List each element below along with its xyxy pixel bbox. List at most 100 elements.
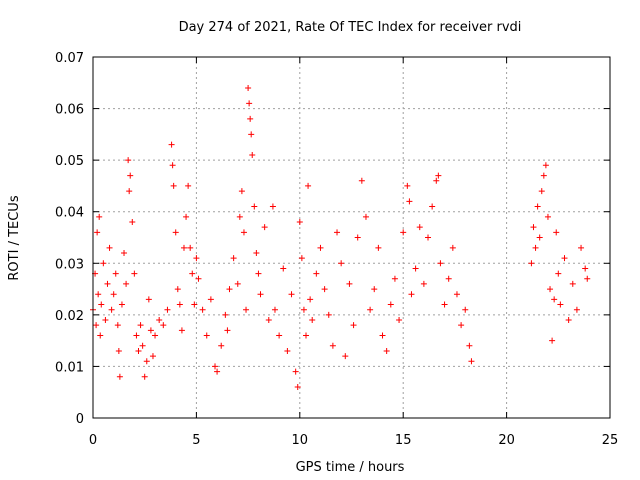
data-point <box>187 244 194 251</box>
data-point <box>425 234 432 241</box>
data-point <box>110 291 117 298</box>
x-tick-label: 0 <box>89 433 97 448</box>
data-point <box>234 280 241 287</box>
data-point <box>437 260 444 267</box>
data-point <box>569 280 576 287</box>
data-point <box>557 301 564 308</box>
data-point <box>133 332 140 339</box>
data-point <box>317 244 324 251</box>
data-point <box>544 213 551 220</box>
data-point <box>94 229 101 236</box>
data-point <box>139 342 146 349</box>
data-point <box>251 203 258 210</box>
data-point <box>212 363 219 370</box>
data-point <box>152 332 159 339</box>
data-point <box>307 296 314 303</box>
data-point <box>305 182 312 189</box>
data-point <box>116 373 123 380</box>
data-point <box>191 301 198 308</box>
data-point <box>115 347 122 354</box>
data-point <box>160 322 167 329</box>
data-point <box>362 213 369 220</box>
data-point <box>429 203 436 210</box>
data-point <box>549 337 556 344</box>
data-point <box>565 317 572 324</box>
data-point <box>257 291 264 298</box>
data-point <box>156 317 163 324</box>
data-point <box>129 219 136 226</box>
data-point <box>296 219 303 226</box>
data-point <box>193 255 200 262</box>
data-point <box>458 322 465 329</box>
data-point <box>164 306 171 313</box>
data-point <box>412 265 419 272</box>
data-point <box>123 280 130 287</box>
data-point <box>551 296 558 303</box>
data-point <box>573 306 580 313</box>
data-point <box>582 265 589 272</box>
data-point <box>137 322 144 329</box>
data-point <box>108 306 115 313</box>
data-point <box>462 306 469 313</box>
data-point <box>253 249 260 256</box>
chart-title: Day 274 of 2021, Rate Of TEC Index for r… <box>179 20 522 35</box>
data-point <box>420 280 427 287</box>
data-point <box>406 198 413 205</box>
data-point <box>180 244 187 251</box>
data-point <box>354 234 361 241</box>
data-point <box>408 291 415 298</box>
data-point <box>435 172 442 179</box>
data-point <box>149 353 156 360</box>
data-point <box>342 353 349 360</box>
data-point <box>313 270 320 277</box>
data-point <box>325 311 332 318</box>
data-point <box>106 244 113 251</box>
data-point <box>449 244 456 251</box>
data-point <box>468 358 475 365</box>
data-point <box>243 306 250 313</box>
data-point <box>303 332 310 339</box>
x-tick-label: 20 <box>498 433 515 448</box>
data-point <box>433 177 440 184</box>
data-point <box>174 286 181 293</box>
y-tick-label: 0 <box>76 412 84 427</box>
data-point <box>199 306 206 313</box>
data-point <box>104 280 111 287</box>
data-point <box>334 229 341 236</box>
data-point <box>224 327 231 334</box>
data-point <box>195 275 202 282</box>
data-point <box>170 182 177 189</box>
data-point <box>441 301 448 308</box>
data-point <box>203 332 210 339</box>
x-tick-label: 10 <box>292 433 309 448</box>
y-axis-ticks: 0 0.01 0.02 0.03 0.04 0.05 0.06 0.07 <box>55 51 610 427</box>
data-point <box>98 301 105 308</box>
data-point <box>466 342 473 349</box>
data-point <box>131 270 138 277</box>
data-point <box>246 100 253 107</box>
y-tick-label: 0.05 <box>55 154 84 169</box>
data-point <box>271 306 278 313</box>
data-point <box>169 162 176 169</box>
data-point <box>265 317 272 324</box>
data-point <box>371 286 378 293</box>
data-point <box>379 332 386 339</box>
data-point <box>416 224 423 231</box>
data-point <box>578 244 585 251</box>
data-point <box>261 224 268 231</box>
data-point <box>350 322 357 329</box>
data-point <box>249 151 256 158</box>
data-point <box>338 260 345 267</box>
data-point <box>127 172 134 179</box>
data-point <box>178 327 185 334</box>
data-point <box>584 275 591 282</box>
data-point <box>135 347 142 354</box>
data-point <box>534 203 541 210</box>
y-tick-label: 0.04 <box>55 206 84 221</box>
data-point <box>218 342 225 349</box>
data-point <box>214 368 221 375</box>
data-point <box>561 255 568 262</box>
data-point <box>248 131 255 138</box>
data-point <box>383 347 390 354</box>
data-point <box>189 270 196 277</box>
